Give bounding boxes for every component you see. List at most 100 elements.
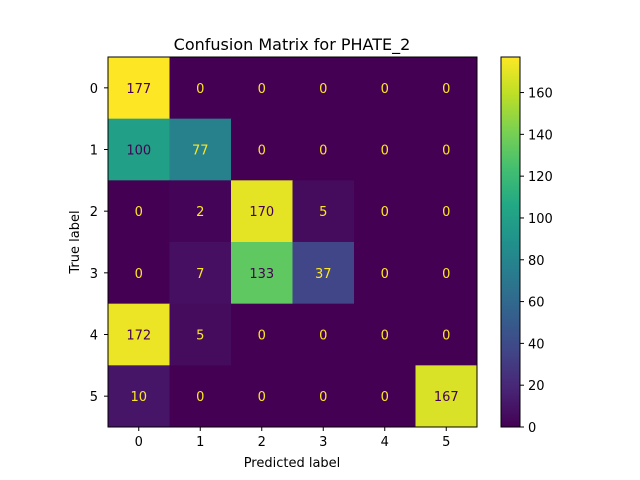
heatmap-cell-1-1 <box>169 118 232 181</box>
y-tick-label-4: 4 <box>90 329 98 344</box>
cell-label-2-0: 0 <box>135 205 143 220</box>
cell-label-1-0: 100 <box>126 144 151 159</box>
heatmap-cell-5-4 <box>354 365 416 428</box>
chart-title: Confusion Matrix for PHATE_2 <box>174 35 411 55</box>
heatmap-cell-0-2 <box>231 57 293 120</box>
heatmap-cell-4-2 <box>231 303 293 366</box>
x-tick-label-3: 3 <box>319 435 327 450</box>
heatmap-cell-0-1 <box>169 57 232 120</box>
cell-label-5-1: 0 <box>196 390 204 405</box>
heatmap-cell-3-5 <box>415 242 478 305</box>
colorbar-tick-label-160: 160 <box>528 87 553 102</box>
cell-label-5-5: 167 <box>434 390 459 405</box>
heatmap-cell-0-5 <box>415 57 478 120</box>
heatmap-cell-5-2 <box>231 365 293 428</box>
cell-label-4-2: 0 <box>258 329 266 344</box>
y-tick-label-1: 1 <box>90 144 98 159</box>
cell-label-0-2: 0 <box>258 82 266 97</box>
cell-label-4-4: 0 <box>381 329 389 344</box>
cell-label-1-4: 0 <box>381 144 389 159</box>
heatmap-cell-5-3 <box>292 365 355 428</box>
cell-label-4-5: 0 <box>442 329 450 344</box>
x-tick-label-5: 5 <box>442 435 450 450</box>
cell-label-0-5: 0 <box>442 82 450 97</box>
heatmap-cell-3-1 <box>169 242 232 305</box>
heatmap-cell-3-4 <box>354 242 416 305</box>
heatmap-cell-5-1 <box>169 365 232 428</box>
colorbar-tick-label-140: 140 <box>528 128 553 143</box>
cell-label-0-4: 0 <box>381 82 389 97</box>
cell-label-4-0: 172 <box>126 329 151 344</box>
colorbar-tick-label-20: 20 <box>528 379 545 394</box>
cell-label-5-4: 0 <box>381 390 389 405</box>
cell-label-3-4: 0 <box>381 267 389 282</box>
cell-label-3-0: 0 <box>135 267 143 282</box>
cell-label-2-3: 5 <box>319 205 327 220</box>
heatmap-cell-4-0 <box>108 303 170 366</box>
heatmap-cell-3-2 <box>231 242 293 305</box>
cell-label-0-0: 177 <box>126 82 151 97</box>
y-tick-label-5: 5 <box>90 390 98 405</box>
heatmap-cell-4-4 <box>354 303 416 366</box>
colorbar-ticks: 0 20 40 60 80 100 120 140 160 <box>520 87 553 436</box>
heatmap-cell-2-2 <box>231 180 293 243</box>
heatmap-cell-1-3 <box>292 118 355 181</box>
y-tick-label-0: 0 <box>90 82 98 97</box>
heatmap-cell-5-0 <box>108 365 170 428</box>
heatmap-cell-2-5 <box>415 180 478 243</box>
x-tick-label-2: 2 <box>258 435 266 450</box>
heatmap-cell-3-3 <box>292 242 355 305</box>
colorbar-tick-label-40: 40 <box>528 337 545 352</box>
y-axis-label: True label <box>68 210 83 274</box>
heatmap-cell-0-4 <box>354 57 416 120</box>
cell-label-1-2: 0 <box>258 144 266 159</box>
cell-label-1-3: 0 <box>319 144 327 159</box>
heatmap-cell-4-1 <box>169 303 232 366</box>
cell-label-2-2: 170 <box>249 205 274 220</box>
colorbar-tick-label-0: 0 <box>528 421 536 436</box>
cell-label-4-3: 0 <box>319 329 327 344</box>
heatmap-cell-5-5 <box>415 365 478 428</box>
cell-label-1-1: 77 <box>192 144 209 159</box>
heatmap-cell-1-0 <box>108 118 170 181</box>
heatmap-cell-4-3 <box>292 303 355 366</box>
heatmap-cell-1-2 <box>231 118 293 181</box>
colorbar-tick-label-100: 100 <box>528 212 553 227</box>
x-tick-label-4: 4 <box>381 435 389 450</box>
cell-label-5-0: 10 <box>130 390 147 405</box>
colorbar-tick-label-60: 60 <box>528 296 545 311</box>
heatmap-cell-3-0 <box>108 242 170 305</box>
heatmap-cell-0-3 <box>292 57 355 120</box>
x-axis-ticks: 0 1 2 3 4 5 <box>135 427 450 450</box>
plot-frame <box>107 56 478 428</box>
heatmap-cell-2-4 <box>354 180 416 243</box>
y-tick-label-3: 3 <box>90 267 98 282</box>
heatmap-cell-1-4 <box>354 118 416 181</box>
heatmap-cells <box>108 57 478 428</box>
colorbar-tick-label-80: 80 <box>528 254 545 269</box>
cell-label-2-5: 0 <box>442 205 450 220</box>
heatmap-cell-4-5 <box>415 303 478 366</box>
cell-label-0-1: 0 <box>196 82 204 97</box>
heatmap-cell-0-0 <box>108 57 170 120</box>
cell-label-5-2: 0 <box>258 390 266 405</box>
heatmap-cell-2-0 <box>108 180 170 243</box>
colorbar <box>500 56 521 428</box>
cell-label-5-3: 0 <box>319 390 327 405</box>
y-axis-ticks: 0 1 2 3 4 5 <box>90 82 108 405</box>
cell-label-3-1: 7 <box>196 267 204 282</box>
heatmap-cell-1-5 <box>415 118 478 181</box>
cell-label-4-1: 5 <box>196 329 204 344</box>
heatmap-cell-2-3 <box>292 180 355 243</box>
cell-label-2-4: 0 <box>381 205 389 220</box>
cell-label-3-5: 0 <box>442 267 450 282</box>
y-tick-label-2: 2 <box>90 205 98 220</box>
cell-label-3-3: 37 <box>315 267 332 282</box>
x-tick-label-0: 0 <box>135 435 143 450</box>
cell-label-2-1: 2 <box>196 205 204 220</box>
heatmap-cell-2-1 <box>169 180 232 243</box>
x-axis-label: Predicted label <box>244 456 341 471</box>
x-tick-label-1: 1 <box>196 435 204 450</box>
cell-label-0-3: 0 <box>319 82 327 97</box>
